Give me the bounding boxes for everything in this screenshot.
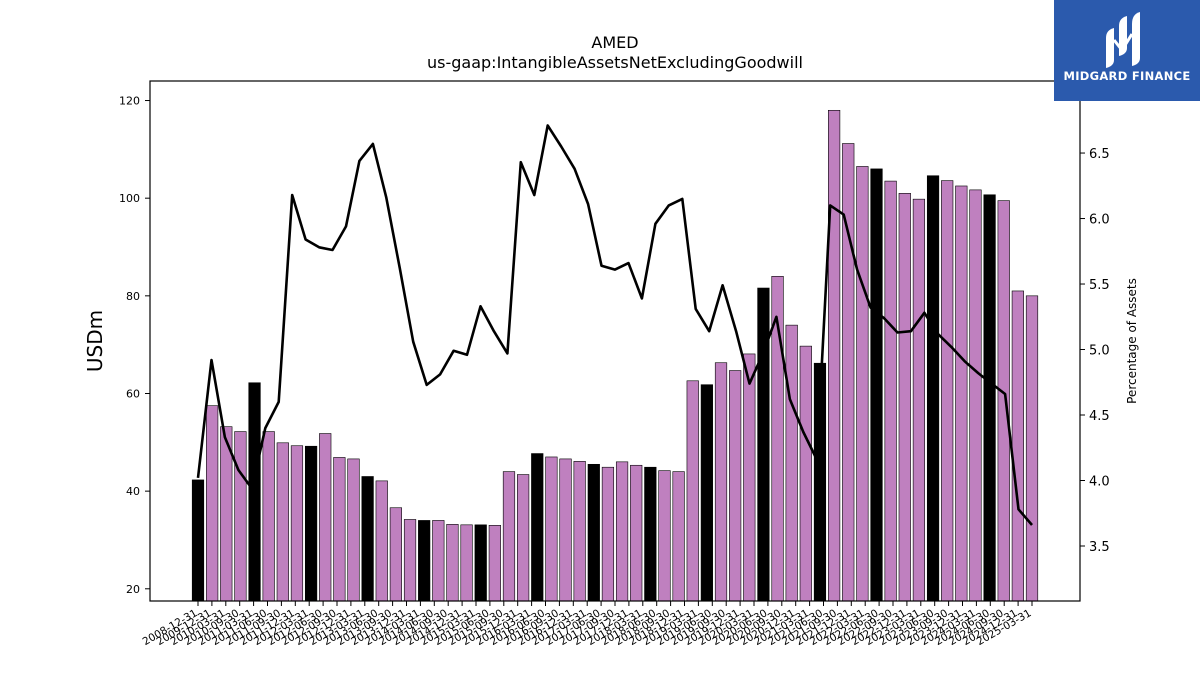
bar: [757, 287, 770, 602]
bar: [474, 524, 487, 602]
bar: [729, 370, 742, 602]
bar: [997, 200, 1010, 602]
bar: [926, 175, 940, 602]
bar: [446, 524, 459, 602]
bar: [912, 198, 926, 602]
y-tick-label: 120: [119, 95, 140, 108]
bar: [870, 168, 883, 602]
bar: [234, 431, 247, 602]
bar: [389, 507, 402, 602]
bar: [191, 479, 205, 602]
bar: [941, 180, 954, 602]
y-axis-ticks: 20 40 60 80 100 120: [119, 95, 150, 596]
bar: [432, 520, 445, 602]
bar: [276, 442, 289, 602]
bar: [856, 166, 869, 602]
midgard-logo-icon: [1106, 12, 1140, 68]
plot-frame: [149, 80, 1081, 602]
bar: [304, 445, 318, 602]
bar: [630, 464, 643, 602]
bar: [1025, 295, 1039, 602]
bar: [700, 384, 713, 602]
y-tick-label: 60: [126, 387, 140, 400]
y2-tick-label: 5.0: [1089, 344, 1110, 359]
bar: [262, 431, 275, 602]
y-tick-label: 20: [126, 583, 140, 596]
bar: [672, 471, 685, 602]
bar: [799, 345, 812, 602]
bar: [644, 466, 657, 602]
bar: [587, 463, 600, 602]
y-axis-label: USDm: [83, 310, 107, 372]
bar: [955, 185, 968, 602]
bar: [898, 193, 911, 602]
bar: [983, 194, 996, 602]
y-tick-label: 100: [119, 192, 140, 205]
bar: [488, 525, 501, 602]
bar: [559, 458, 572, 602]
bar: [531, 453, 544, 602]
y2-tick-label: 4.0: [1089, 474, 1110, 489]
series-line: [196, 124, 1033, 526]
bar: [573, 461, 586, 602]
y-tick-label: 80: [126, 290, 140, 303]
bar: [460, 524, 473, 602]
bar: [842, 143, 855, 602]
bar: [545, 456, 558, 602]
bar: [319, 433, 332, 602]
bar: [290, 445, 304, 602]
bars-group: [191, 109, 1039, 602]
y2-axis-ticks: 3.5 4.0 4.5 5.0 5.5 6.0 6.5: [1080, 147, 1110, 555]
line-group: [196, 124, 1033, 526]
bar: [347, 458, 360, 602]
y2-tick-label: 6.5: [1089, 147, 1110, 162]
chart-title: AMED: [591, 33, 638, 52]
bar: [969, 189, 982, 602]
bar: [502, 471, 516, 602]
bar: [714, 362, 728, 602]
bar: [248, 382, 261, 602]
bar: [361, 476, 374, 602]
bar: [375, 480, 388, 602]
chart-subtitle: us-gaap:IntangibleAssetsNetExcludingGood…: [427, 53, 803, 72]
y2-tick-label: 6.0: [1089, 213, 1110, 228]
bar: [686, 380, 699, 602]
bar: [743, 353, 756, 602]
bar: [517, 474, 530, 602]
bar: [601, 466, 615, 602]
y-tick-label: 40: [126, 485, 140, 498]
y2-tick-label: 4.5: [1089, 409, 1110, 424]
x-axis-ticks: 2008-12-312009-12-312010-03-312010-09-30…: [141, 601, 1034, 648]
bar: [333, 457, 346, 602]
brand-name: MIDGARD FINANCE: [1063, 69, 1191, 83]
bar: [658, 470, 671, 602]
bar: [403, 519, 417, 602]
y2-tick-label: 3.5: [1089, 540, 1110, 555]
bar: [1011, 290, 1024, 602]
bar: [206, 405, 219, 602]
y2-axis-label: Percentage of Assets: [1125, 278, 1139, 404]
bar: [884, 180, 897, 602]
bar: [615, 461, 629, 602]
y2-tick-label: 5.5: [1089, 278, 1110, 293]
bar: [785, 324, 798, 602]
brand-logo: MIDGARD FINANCE: [1054, 0, 1200, 101]
bar: [418, 520, 431, 602]
bar: [828, 109, 841, 602]
